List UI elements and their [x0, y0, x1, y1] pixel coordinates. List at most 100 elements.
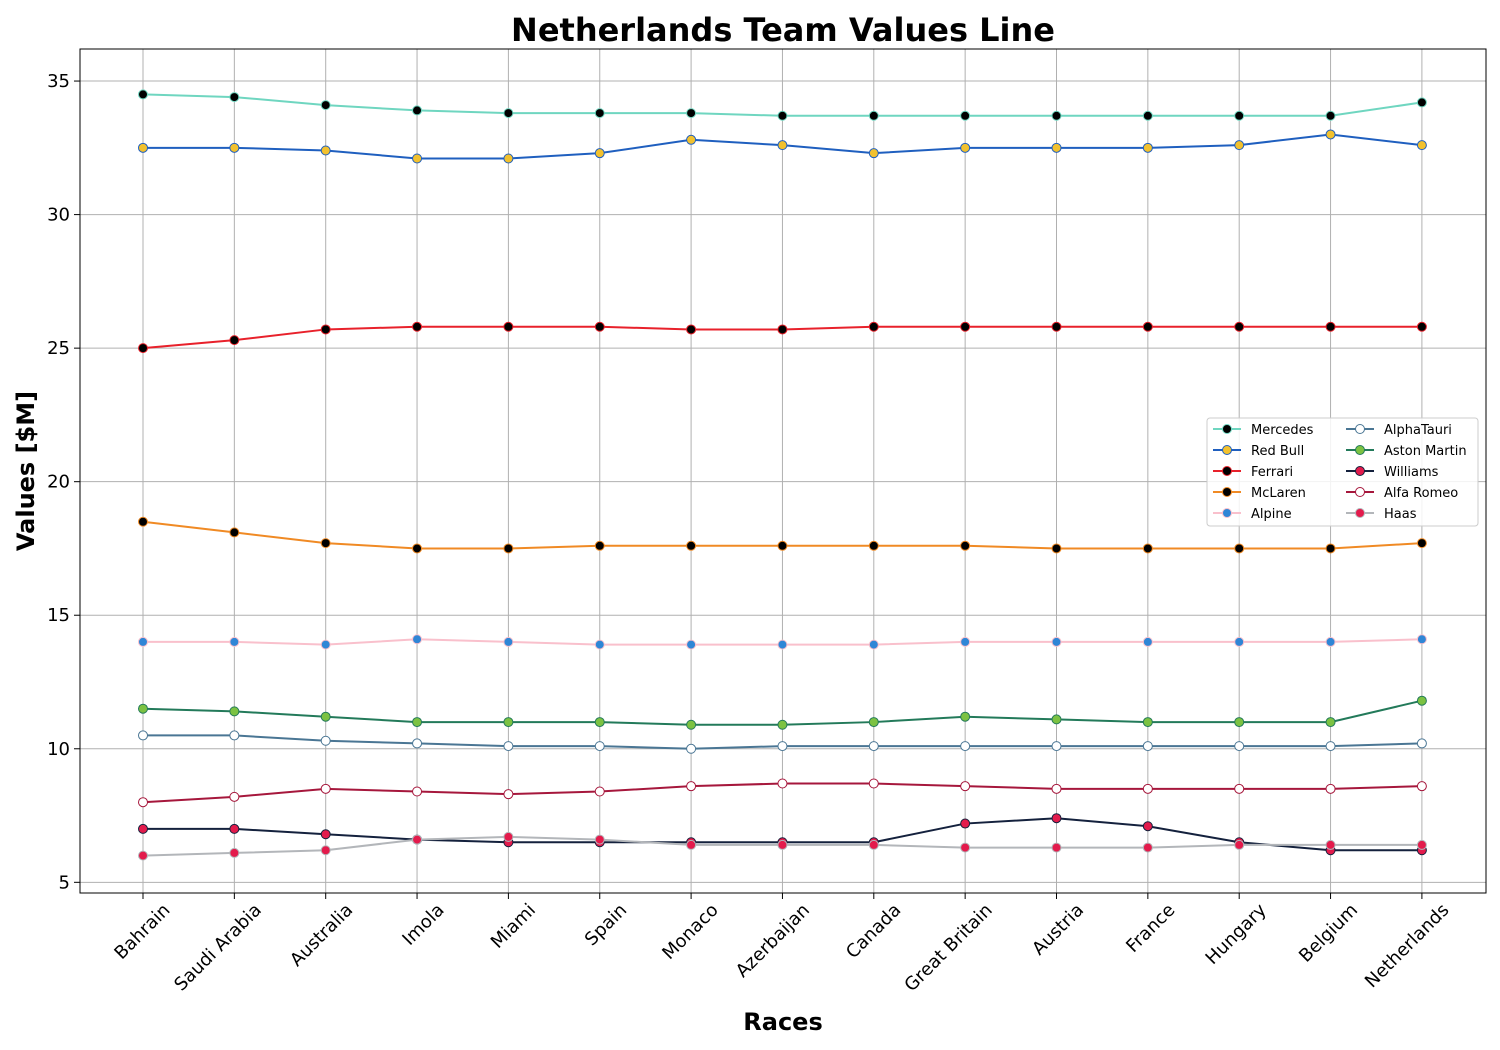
- y-tick-label: 25: [47, 338, 70, 359]
- data-point-alpine: [594, 639, 605, 650]
- data-point-mclaren: [1142, 543, 1153, 554]
- data-point-haas: [320, 845, 331, 856]
- data-point-mercedes: [686, 108, 697, 119]
- data-point-alphatauri: [686, 743, 697, 754]
- data-point-ferrari: [686, 324, 697, 335]
- data-point-mercedes: [138, 89, 148, 100]
- data-point-alphatauri: [1416, 738, 1427, 749]
- data-point-mclaren: [1051, 543, 1062, 554]
- series-layer: [138, 89, 1427, 861]
- data-point-alphatauri: [1051, 741, 1062, 752]
- legend-label: McLaren: [1251, 486, 1306, 501]
- legend-item-ferrari: Ferrari: [1213, 465, 1293, 480]
- data-point-williams: [320, 829, 331, 840]
- data-point-alpine: [1234, 636, 1245, 647]
- data-point-aston-martin: [1142, 717, 1153, 728]
- data-point-mercedes: [320, 100, 331, 111]
- data-point-mercedes: [1051, 110, 1062, 121]
- data-point-alpine: [777, 639, 788, 650]
- x-tick-label: Austria: [1028, 900, 1088, 960]
- data-point-mercedes: [229, 92, 240, 103]
- data-point-alfa-romeo: [138, 797, 148, 808]
- data-point-red-bull: [412, 153, 423, 164]
- data-point-alfa-romeo: [1142, 783, 1153, 794]
- data-point-alphatauri: [229, 730, 240, 741]
- data-point-mercedes: [503, 108, 514, 119]
- data-point-mclaren: [1416, 538, 1427, 549]
- data-point-haas: [138, 850, 148, 861]
- data-point-red-bull: [138, 142, 148, 153]
- data-point-mclaren: [320, 538, 331, 549]
- chart-title: Netherlands Team Values Line: [511, 11, 1055, 49]
- data-point-mclaren: [412, 543, 423, 554]
- data-point-williams: [229, 823, 240, 834]
- data-point-alfa-romeo: [960, 781, 971, 792]
- data-point-alfa-romeo: [777, 778, 788, 789]
- data-point-alfa-romeo: [868, 778, 879, 789]
- data-point-aston-martin: [960, 711, 971, 722]
- data-point-red-bull: [594, 148, 605, 159]
- data-point-ferrari: [412, 321, 423, 332]
- data-point-alfa-romeo: [1051, 783, 1062, 794]
- data-point-alphatauri: [960, 741, 971, 752]
- data-point-aston-martin: [594, 717, 605, 728]
- data-point-mercedes: [1234, 110, 1245, 121]
- data-point-haas: [229, 847, 240, 858]
- data-point-mclaren: [777, 540, 788, 551]
- legend: Mercedes Red Bull Ferrari McLaren Alpine Alph…: [1206, 417, 1479, 527]
- data-point-ferrari: [594, 321, 605, 332]
- data-point-aston-martin: [686, 719, 697, 730]
- data-point-aston-martin: [868, 717, 879, 728]
- plot-frame: [79, 48, 1487, 894]
- legend-marker: [1355, 445, 1365, 455]
- data-point-alpine: [138, 636, 148, 647]
- data-point-mclaren: [868, 540, 879, 551]
- data-point-haas: [686, 839, 697, 850]
- legend-item-mercedes: Mercedes: [1213, 423, 1314, 438]
- data-point-ferrari: [1325, 321, 1336, 332]
- x-tick-label: Saudi Arabia: [170, 900, 266, 996]
- legend-label: Ferrari: [1251, 465, 1293, 480]
- data-point-alpine: [320, 639, 331, 650]
- data-point-haas: [503, 831, 514, 842]
- data-point-mercedes: [1416, 97, 1427, 108]
- legend-item-alphatauri: AlphaTauri: [1346, 423, 1452, 438]
- data-point-williams: [1051, 813, 1062, 824]
- y-tick-label: 20: [47, 472, 70, 493]
- data-point-haas: [868, 839, 879, 850]
- data-point-alphatauri: [138, 730, 148, 741]
- data-point-alpine: [686, 639, 697, 650]
- legend-item-aston-martin: Aston Martin: [1346, 444, 1467, 459]
- data-point-alfa-romeo: [503, 789, 514, 800]
- data-point-haas: [1051, 842, 1062, 853]
- legend-item-mclaren: McLaren: [1213, 486, 1306, 501]
- y-tick-label: 30: [47, 205, 70, 226]
- data-point-haas: [594, 834, 605, 845]
- data-point-alfa-romeo: [229, 791, 240, 802]
- data-point-alpine: [1416, 634, 1427, 645]
- legend-marker: [1355, 508, 1365, 518]
- data-point-alphatauri: [1142, 741, 1153, 752]
- legend-label: Mercedes: [1251, 423, 1314, 438]
- x-tick-label: Spain: [581, 900, 631, 950]
- legend-item-williams: Williams: [1346, 465, 1439, 480]
- y-tick-label: 35: [47, 71, 70, 92]
- data-point-mercedes: [1142, 110, 1153, 121]
- data-point-red-bull: [320, 145, 331, 156]
- data-point-alpine: [1051, 636, 1062, 647]
- data-point-mclaren: [229, 527, 240, 538]
- y-axis-ticks: 5 10 15 20 25 30 35: [47, 71, 80, 893]
- data-point-alpine: [960, 636, 971, 647]
- data-point-ferrari: [777, 324, 788, 335]
- data-point-ferrari: [960, 321, 971, 332]
- data-point-mercedes: [777, 110, 788, 121]
- x-tick-label: Hungary: [1202, 899, 1271, 968]
- series-mclaren: [138, 516, 1427, 554]
- y-tick-label: 5: [59, 872, 70, 893]
- data-point-aston-martin: [1051, 714, 1062, 725]
- x-tick-label: France: [1122, 900, 1179, 957]
- data-point-aston-martin: [320, 711, 331, 722]
- series-mercedes: [138, 89, 1427, 121]
- data-point-alphatauri: [1234, 741, 1245, 752]
